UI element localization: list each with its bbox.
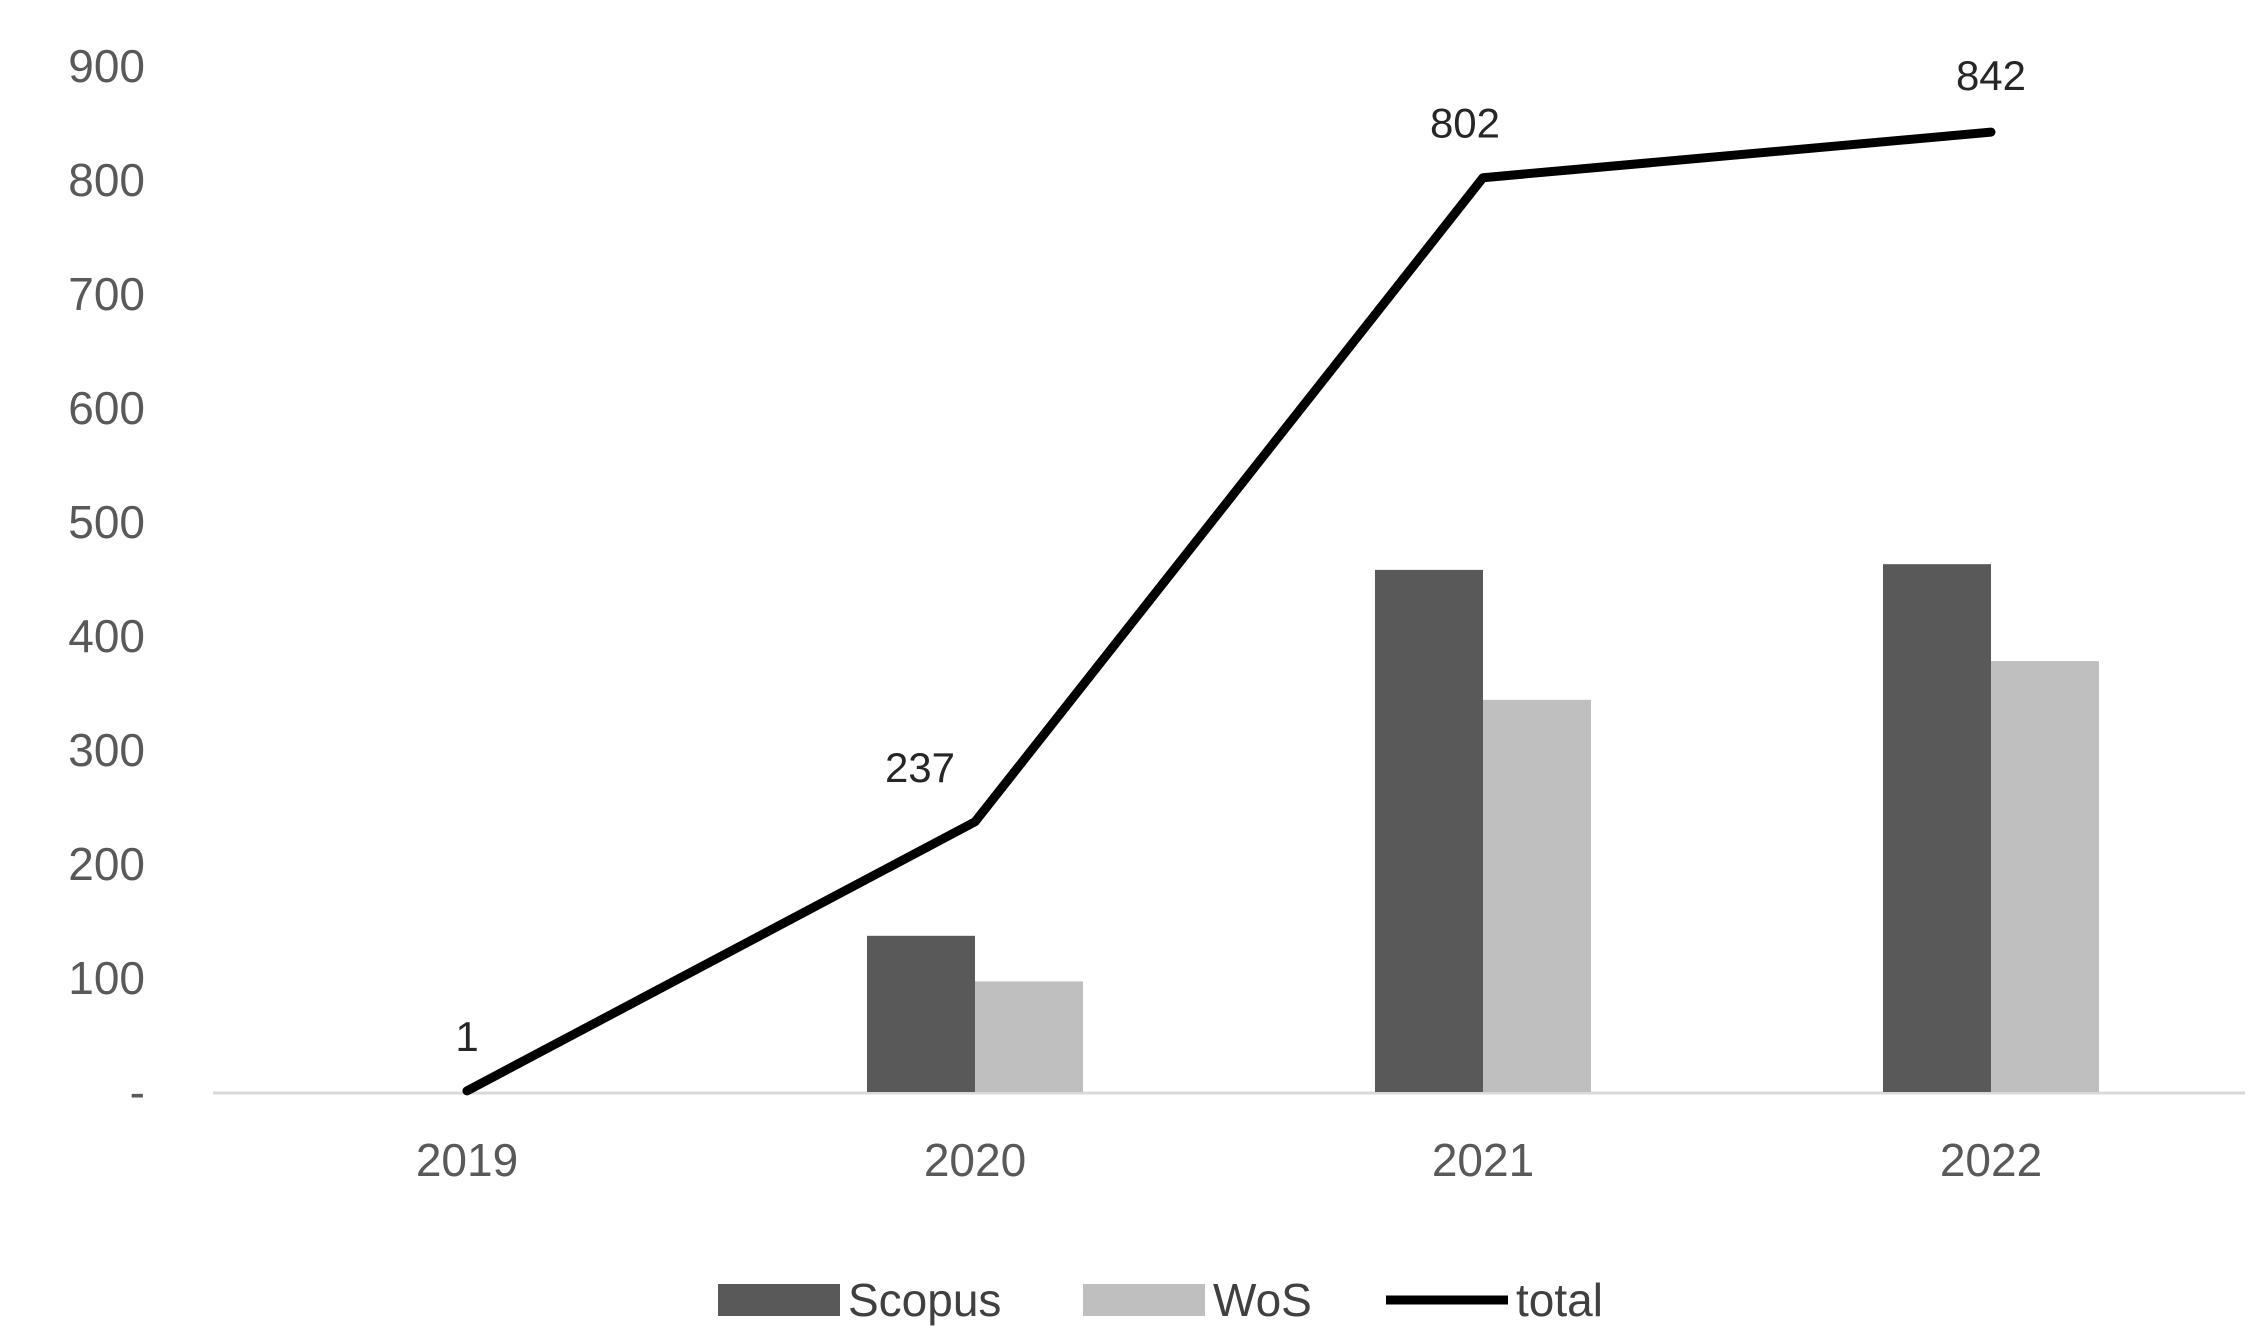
- x-tick-label: 2020: [924, 1134, 1026, 1186]
- y-tick-label: 400: [68, 610, 145, 662]
- y-tick-label: 500: [68, 496, 145, 548]
- y-tick-label: 700: [68, 268, 145, 320]
- bars: [867, 564, 2099, 1092]
- legend-label-scopus: Scopus: [848, 1274, 1001, 1326]
- bar-scopus-2020: [867, 935, 975, 1092]
- data-labels: 1 237 802 842: [455, 52, 2026, 1060]
- legend: Scopus WoS total: [718, 1274, 1603, 1326]
- x-tick-label: 2021: [1432, 1134, 1534, 1186]
- x-tick-label: 2019: [416, 1134, 518, 1186]
- data-label-total: 237: [885, 744, 955, 791]
- data-label-total: 842: [1956, 52, 2026, 99]
- bar-scopus-2021: [1375, 569, 1483, 1092]
- data-label-total: 1: [455, 1013, 478, 1060]
- y-tick-label: -: [130, 1066, 145, 1118]
- y-tick-label: 200: [68, 838, 145, 890]
- total-line: [462, 127, 1996, 1096]
- bar-wos-2020: [975, 981, 1083, 1092]
- y-tick-label: 300: [68, 724, 145, 776]
- y-tick-label: 100: [68, 952, 145, 1004]
- legend-label-total: total: [1516, 1274, 1603, 1326]
- y-tick-label: 900: [68, 40, 145, 92]
- legend-label-wos: WoS: [1213, 1274, 1312, 1326]
- data-label-total: 802: [1430, 100, 1500, 147]
- y-tick-label: 800: [68, 154, 145, 206]
- y-axis-ticks: - 100 200 300 400 500 600 700 800 900: [68, 40, 145, 1118]
- x-axis-ticks: 2019 2020 2021 2022: [416, 1134, 2042, 1186]
- legend-swatch-scopus: [718, 1284, 840, 1316]
- bar-wos-2021: [1483, 699, 1591, 1092]
- x-tick-label: 2022: [1940, 1134, 2042, 1186]
- y-tick-label: 600: [68, 382, 145, 434]
- bar-wos-2022: [1991, 661, 2099, 1092]
- bar-scopus-2022: [1883, 564, 1991, 1092]
- legend-swatch-wos: [1083, 1284, 1205, 1316]
